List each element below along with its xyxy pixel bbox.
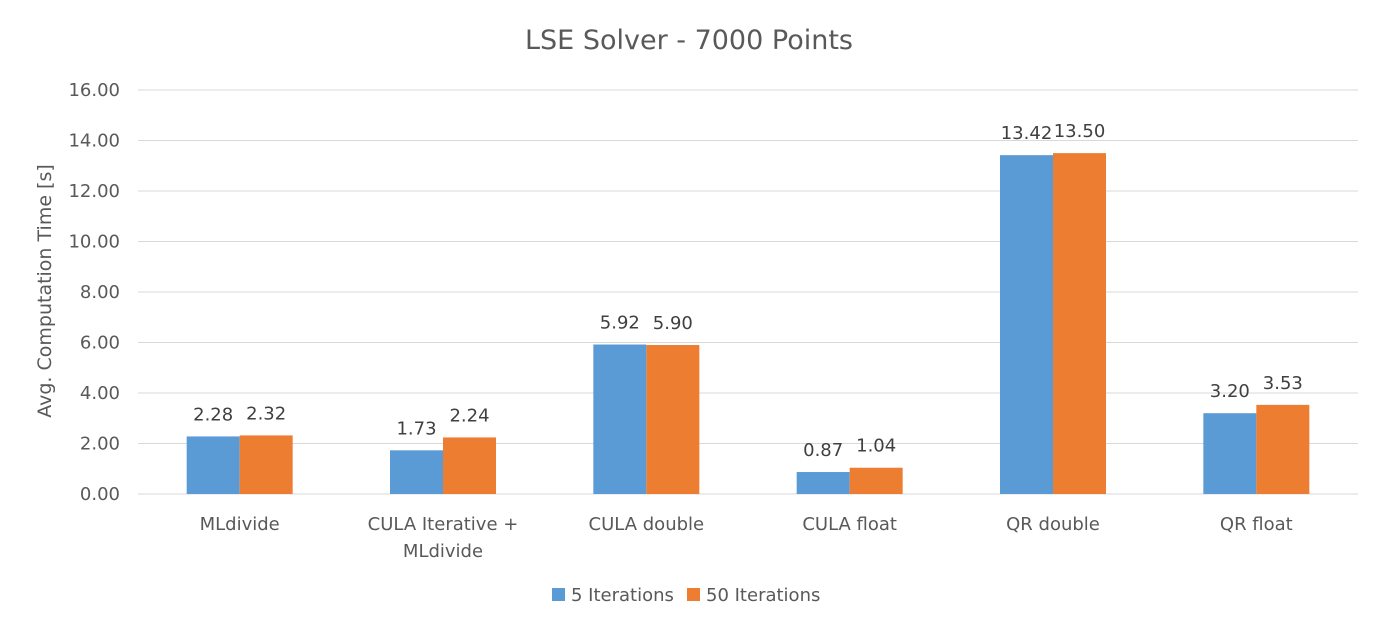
- bar: [186, 436, 240, 494]
- data-label: 2.24: [449, 405, 489, 426]
- gridlines: [138, 89, 1358, 495]
- x-tick-label: QR double: [1006, 514, 1100, 535]
- bar: [1000, 155, 1053, 494]
- data-label: 1.04: [856, 436, 896, 457]
- bar: [1053, 153, 1106, 494]
- y-axis-label: Avg. Computation Time [s]: [34, 164, 56, 418]
- y-tick-label: 4.00: [80, 383, 120, 404]
- data-label: 13.42: [1001, 123, 1053, 144]
- chart-title: LSE Solver - 7000 Points: [525, 25, 853, 56]
- data-label: 2.28: [193, 404, 233, 425]
- data-label: 1.73: [396, 418, 436, 439]
- legend: 5 Iterations 50 Iterations: [552, 585, 820, 606]
- data-label: 5.92: [600, 313, 640, 334]
- legend-item: 50 Iterations: [687, 585, 820, 606]
- data-label: 3.20: [1210, 381, 1250, 402]
- data-label: 0.87: [803, 440, 843, 461]
- legend-swatch: [687, 588, 700, 601]
- x-tick-label: MLdivide: [200, 514, 280, 535]
- data-label: 3.53: [1263, 373, 1303, 394]
- bar: [390, 450, 443, 494]
- bar: [849, 467, 903, 494]
- y-tick-label: 8.00: [80, 282, 120, 303]
- y-tick-label: 10.00: [68, 232, 120, 253]
- x-tick-label: QR float: [1220, 514, 1293, 535]
- legend-item: 5 Iterations: [552, 585, 674, 606]
- y-tick-label: 14.00: [68, 131, 120, 152]
- legend-label: 5 Iterations: [571, 585, 674, 606]
- bar: [593, 344, 647, 494]
- bar: [443, 437, 496, 494]
- data-label: 13.50: [1054, 121, 1106, 142]
- bar: [1256, 404, 1310, 494]
- y-tick-label: 6.00: [80, 333, 120, 354]
- y-tick-label: 16.00: [68, 80, 120, 101]
- data-labels: 2.28 2.32 1.73 2.24 5.92 5.90 0.87 1.04 13.42 13.…: [193, 121, 1303, 461]
- bars: [186, 153, 1310, 494]
- bar: [646, 345, 700, 494]
- x-tick-label: CULA Iterative +: [368, 514, 519, 535]
- y-tick-label: 2.00: [80, 434, 120, 455]
- legend-label: 50 Iterations: [706, 585, 820, 606]
- x-tick-label: CULA double: [589, 514, 705, 535]
- data-label: 5.90: [653, 313, 693, 334]
- x-tick-label: CULA float: [802, 514, 897, 535]
- y-tick-label: 12.00: [68, 181, 120, 202]
- y-axis-ticks: 0.00 2.00 4.00 6.00 8.00 10.00 12.00 14.00 16.00: [68, 80, 120, 505]
- x-tick-label: MLdivide: [403, 541, 483, 562]
- x-axis-categories: MLdivide CULA Iterative + MLdivide CULA dou…: [200, 514, 1293, 562]
- legend-swatch: [552, 588, 565, 601]
- bar: [239, 435, 293, 494]
- bar: [1203, 413, 1257, 494]
- y-tick-label: 0.00: [80, 484, 120, 505]
- bar: [796, 472, 850, 494]
- data-label: 2.32: [246, 403, 286, 424]
